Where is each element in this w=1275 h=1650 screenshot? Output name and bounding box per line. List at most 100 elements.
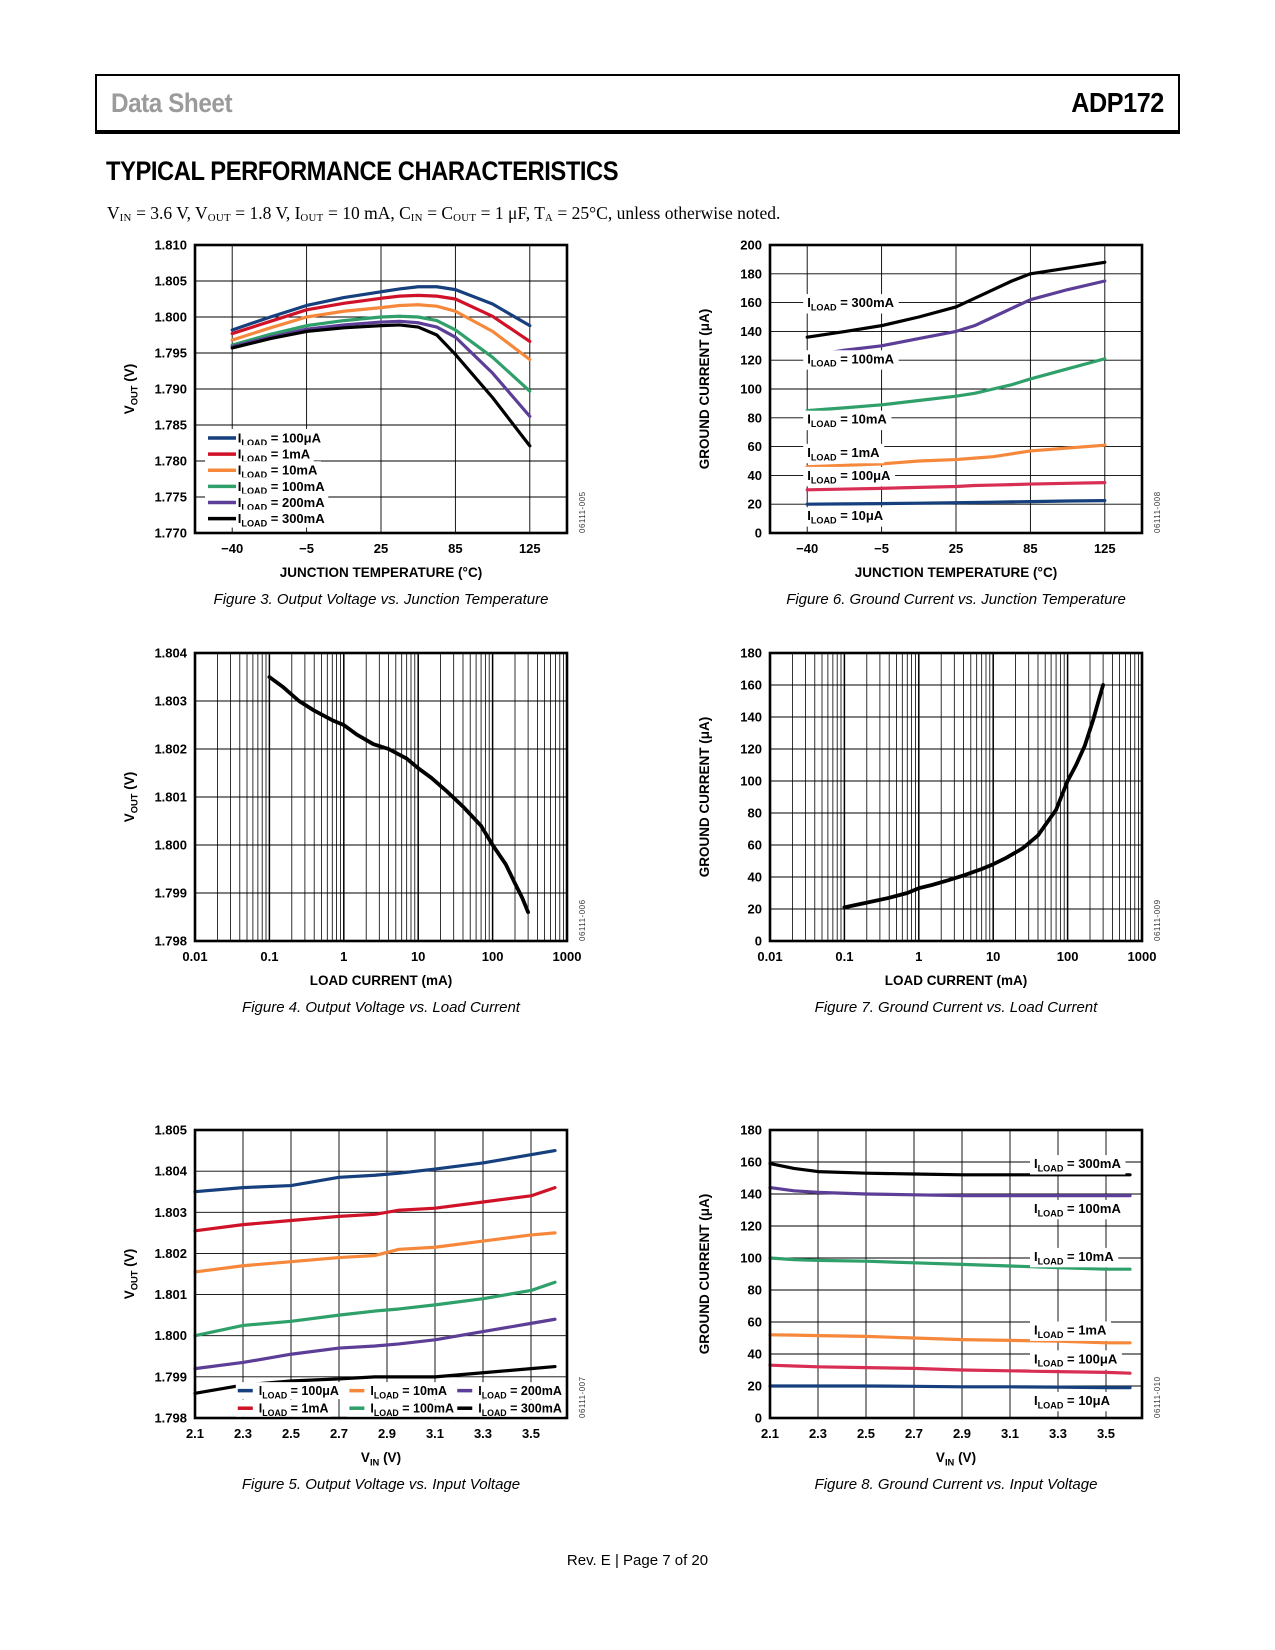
series bbox=[768, 1162, 1132, 1390]
figure-7: 0 20 40 60 80 100 120 140 160 180 0.01 0.1 1 10 100 100… bbox=[675, 643, 1187, 1017]
svg-text:ILOAD = 100μA: ILOAD = 100μA bbox=[807, 468, 891, 485]
svg-text:2.7: 2.7 bbox=[905, 1426, 923, 1441]
svg-text:1.780: 1.780 bbox=[154, 454, 187, 469]
svg-text:1.770: 1.770 bbox=[154, 526, 187, 541]
svg-text:−5: −5 bbox=[874, 541, 889, 556]
svg-text:1.798: 1.798 bbox=[154, 934, 187, 949]
svg-text:ILOAD = 10mA: ILOAD = 10mA bbox=[370, 1384, 447, 1400]
svg-text:GROUND CURRENT (μA): GROUND CURRENT (μA) bbox=[697, 309, 712, 470]
svg-text:140: 140 bbox=[740, 710, 762, 725]
svg-text:160: 160 bbox=[740, 1155, 762, 1170]
svg-text:ILOAD = 100μA: ILOAD = 100μA bbox=[1034, 1351, 1118, 1368]
svg-text:ILOAD = 100μA: ILOAD = 100μA bbox=[259, 1384, 339, 1400]
svg-text:ILOAD = 100mA: ILOAD = 100mA bbox=[370, 1402, 454, 1418]
svg-text:20: 20 bbox=[748, 497, 762, 512]
svg-text:60: 60 bbox=[748, 439, 762, 454]
svg-text:1.803: 1.803 bbox=[154, 1205, 187, 1220]
svg-text:ILOAD = 200mA: ILOAD = 200mA bbox=[238, 495, 325, 512]
svg-text:140: 140 bbox=[740, 324, 762, 339]
chart-output-voltage-vs-junction-temperature: 1.770 1.775 1.780 1.785 1.790 1.795 1.800 1.805… bbox=[122, 238, 587, 581]
svg-text:120: 120 bbox=[740, 1219, 762, 1234]
svg-text:160: 160 bbox=[740, 295, 762, 310]
figure-5: 1.798 1.799 1.800 1.801 1.802 1.803 1.804 1.805… bbox=[100, 1120, 612, 1494]
svg-text:40: 40 bbox=[748, 468, 762, 483]
svg-text:ILOAD = 100mA: ILOAD = 100mA bbox=[807, 351, 894, 368]
svg-text:125: 125 bbox=[519, 541, 541, 556]
svg-text:1.785: 1.785 bbox=[154, 418, 187, 433]
svg-text:1.801: 1.801 bbox=[154, 790, 187, 805]
svg-text:1.802: 1.802 bbox=[154, 742, 187, 757]
svg-text:ILOAD = 100mA: ILOAD = 100mA bbox=[238, 479, 325, 496]
svg-text:ILOAD = 10μA: ILOAD = 10μA bbox=[807, 508, 884, 525]
svg-text:3.5: 3.5 bbox=[522, 1426, 540, 1441]
svg-text:1.800: 1.800 bbox=[154, 1328, 187, 1343]
svg-text:2.1: 2.1 bbox=[761, 1426, 779, 1441]
page-footer: Rev. E | Page 7 of 20 bbox=[566, 1552, 709, 1569]
svg-text:1.799: 1.799 bbox=[154, 886, 187, 901]
svg-text:ILOAD = 10μA: ILOAD = 10μA bbox=[1034, 1393, 1111, 1410]
svg-text:ILOAD = 200mA: ILOAD = 200mA bbox=[478, 1384, 562, 1400]
chart-ground-current-vs-junction-temperature: 0 20 40 60 80 100 120 140 160 180 200 −40 −5 25 85 125 I… bbox=[697, 238, 1162, 581]
svg-text:ILOAD = 300mA: ILOAD = 300mA bbox=[807, 295, 894, 312]
svg-text:06111-005: 06111-005 bbox=[578, 491, 587, 533]
svg-text:3.1: 3.1 bbox=[426, 1426, 444, 1441]
svg-text:1000: 1000 bbox=[553, 949, 582, 964]
svg-text:GROUND CURRENT (μA): GROUND CURRENT (μA) bbox=[697, 1194, 712, 1355]
svg-text:100: 100 bbox=[740, 1251, 762, 1266]
svg-text:80: 80 bbox=[748, 410, 762, 425]
svg-text:180: 180 bbox=[740, 266, 762, 281]
svg-text:25: 25 bbox=[374, 541, 388, 556]
figure-caption: Figure 8. Ground Current vs. Input Volta… bbox=[814, 1476, 1098, 1493]
svg-text:VOUT (V): VOUT (V) bbox=[122, 364, 140, 415]
svg-text:06111-010: 06111-010 bbox=[1153, 1376, 1162, 1418]
svg-text:ILOAD = 10mA: ILOAD = 10mA bbox=[238, 463, 318, 480]
svg-text:VOUT (V): VOUT (V) bbox=[122, 772, 140, 823]
svg-text:1.804: 1.804 bbox=[154, 646, 187, 661]
svg-text:60: 60 bbox=[748, 838, 762, 853]
series bbox=[230, 285, 532, 448]
svg-text:180: 180 bbox=[740, 646, 762, 661]
svg-text:ILOAD = 10mA: ILOAD = 10mA bbox=[1034, 1249, 1114, 1266]
svg-text:10: 10 bbox=[986, 949, 1000, 964]
svg-text:100: 100 bbox=[482, 949, 504, 964]
svg-text:ILOAD = 300mA: ILOAD = 300mA bbox=[478, 1402, 562, 1418]
series bbox=[805, 260, 1107, 506]
svg-text:100: 100 bbox=[1057, 949, 1079, 964]
figure-caption: Figure 5. Output Voltage vs. Input Volta… bbox=[241, 1476, 521, 1493]
svg-text:20: 20 bbox=[748, 902, 762, 917]
series bbox=[842, 683, 1105, 910]
svg-text:0.1: 0.1 bbox=[835, 949, 853, 964]
svg-text:120: 120 bbox=[740, 742, 762, 757]
svg-text:ILOAD = 10mA: ILOAD = 10mA bbox=[807, 412, 887, 429]
svg-text:VOUT (V): VOUT (V) bbox=[122, 1249, 140, 1300]
svg-text:140: 140 bbox=[740, 1187, 762, 1202]
svg-text:0: 0 bbox=[755, 1411, 762, 1426]
svg-text:1.795: 1.795 bbox=[154, 346, 187, 361]
svg-text:1.800: 1.800 bbox=[154, 310, 187, 325]
svg-text:0: 0 bbox=[755, 934, 762, 949]
svg-text:VIN (V): VIN (V) bbox=[361, 1450, 401, 1468]
svg-text:ILOAD = 300mA: ILOAD = 300mA bbox=[1034, 1156, 1121, 1173]
svg-text:06111-009: 06111-009 bbox=[1153, 899, 1162, 941]
svg-text:LOAD CURRENT (mA): LOAD CURRENT (mA) bbox=[885, 973, 1028, 988]
svg-text:1.775: 1.775 bbox=[154, 490, 187, 505]
svg-text:0.01: 0.01 bbox=[757, 949, 782, 964]
part-number: ADP172 bbox=[1071, 87, 1164, 118]
svg-text:2.9: 2.9 bbox=[953, 1426, 971, 1441]
svg-text:3.3: 3.3 bbox=[474, 1426, 492, 1441]
svg-text:2.5: 2.5 bbox=[857, 1426, 875, 1441]
svg-text:1.800: 1.800 bbox=[154, 838, 187, 853]
svg-text:06111-008: 06111-008 bbox=[1153, 491, 1162, 533]
chart-output-voltage-vs-input-voltage: 1.798 1.799 1.800 1.801 1.802 1.803 1.804 1.805… bbox=[122, 1123, 587, 1468]
chart-ground-current-vs-input-voltage: 0 20 40 60 80 100 120 140 160 180 2.1 2.3 2.5 2.7 2.9 3… bbox=[697, 1123, 1162, 1468]
svg-text:1.805: 1.805 bbox=[154, 274, 187, 289]
svg-text:1: 1 bbox=[915, 949, 922, 964]
svg-text:−5: −5 bbox=[299, 541, 314, 556]
svg-text:−40: −40 bbox=[796, 541, 818, 556]
svg-text:2.3: 2.3 bbox=[234, 1426, 252, 1441]
svg-text:3.1: 3.1 bbox=[1001, 1426, 1019, 1441]
svg-text:80: 80 bbox=[748, 1283, 762, 1298]
svg-text:160: 160 bbox=[740, 678, 762, 693]
test-conditions: VIN = 3.6 V, VOUT = 1.8 V, IOUT = 10 mA,… bbox=[107, 203, 781, 224]
svg-text:100: 100 bbox=[740, 774, 762, 789]
